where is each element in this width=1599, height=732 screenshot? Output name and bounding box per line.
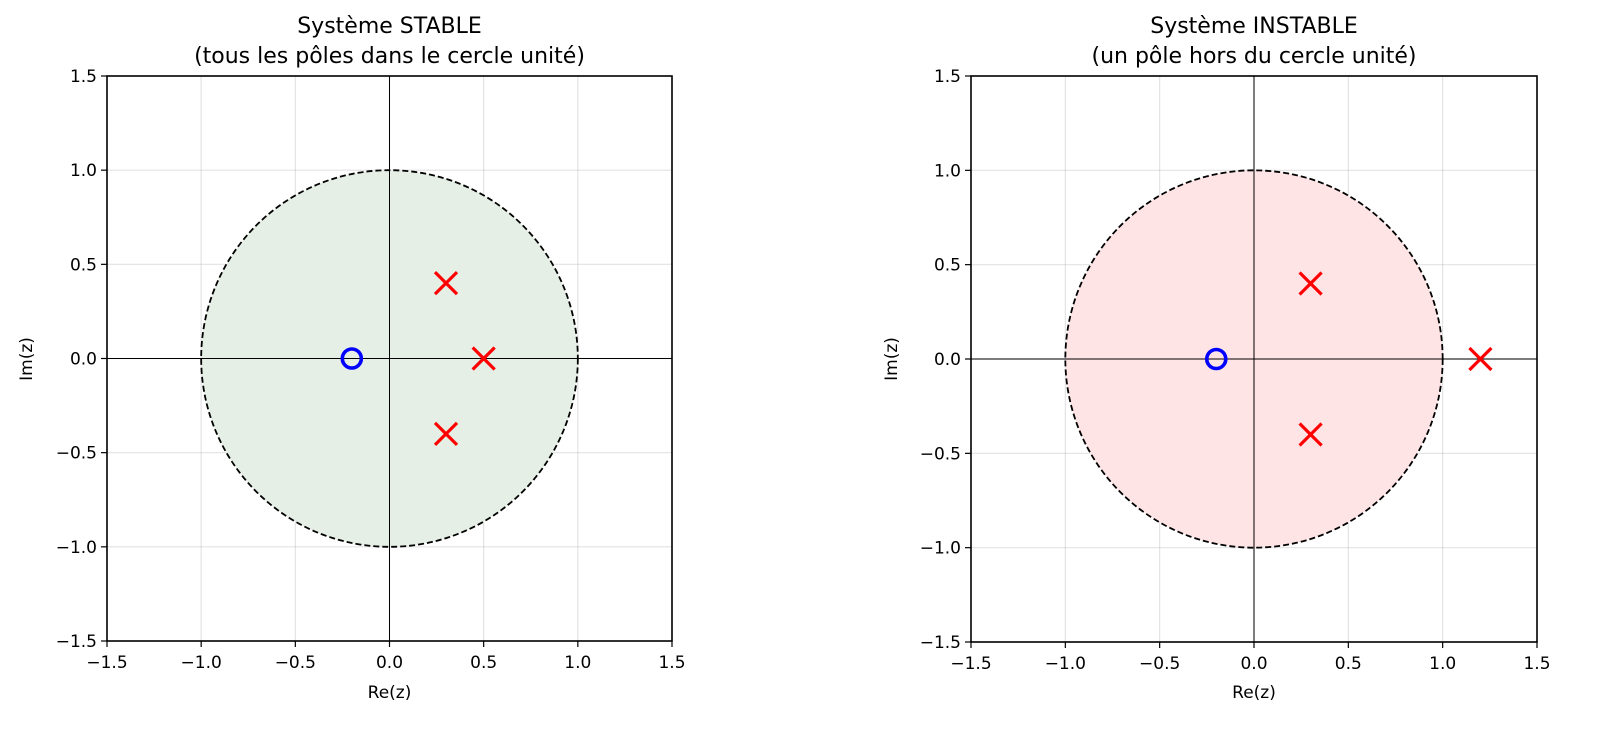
x-tick-label: 1.0 bbox=[564, 653, 591, 673]
unit-circle-outline bbox=[1064, 169, 1444, 549]
zero-marker bbox=[340, 347, 364, 370]
zero-marker bbox=[1204, 347, 1228, 371]
x-tick-label: 0.5 bbox=[1335, 654, 1362, 674]
x-tick-label: 1.5 bbox=[1523, 654, 1550, 674]
y-tick-label: −1.0 bbox=[56, 538, 97, 558]
chart-title-line1: Système STABLE bbox=[297, 14, 482, 39]
pole-stroke bbox=[1298, 422, 1323, 447]
chart-title-line2: (un pôle hors du cercle unité) bbox=[1091, 44, 1416, 69]
chart-title-line2: (tous les pôles dans le cercle unité) bbox=[194, 44, 585, 69]
x-tick-label: −1.5 bbox=[950, 654, 991, 674]
y-tick-label: 1.0 bbox=[70, 161, 97, 181]
x-tick-label: −0.5 bbox=[1139, 654, 1180, 674]
pole-stroke bbox=[433, 421, 459, 446]
y-tick-label: −0.5 bbox=[920, 444, 961, 464]
y-tick-label: −1.5 bbox=[920, 633, 961, 653]
x-tick-label: 1.0 bbox=[1429, 654, 1456, 674]
x-tick-label: −0.5 bbox=[275, 653, 316, 673]
x-axis-label: Re(z) bbox=[1232, 683, 1276, 703]
pole-marker bbox=[1298, 422, 1323, 447]
pole-stroke bbox=[1468, 346, 1493, 372]
pole-marker bbox=[433, 271, 459, 296]
pole-stroke bbox=[471, 346, 496, 371]
y-axis-label: Im(z) bbox=[17, 337, 37, 381]
y-tick-label: −1.0 bbox=[920, 539, 961, 559]
x-tick-label: 0.0 bbox=[1240, 654, 1267, 674]
y-axis-label: Im(z) bbox=[882, 337, 902, 381]
plot-area: −1.5−1.5 −1.0 −1.0 −0.5 −0.5 0.0 0.0 0.5 0.5 1.0 1… bbox=[920, 67, 1551, 674]
pole-stroke bbox=[1298, 271, 1323, 296]
x-tick-label: 0.5 bbox=[470, 653, 497, 673]
y-tick-label: 0.5 bbox=[70, 255, 97, 275]
plot-area: −1.5−1.5 −1.0 −1.0 −0.5 −0.5 0.0 0.0 0.5 0.5 1.0 1… bbox=[56, 67, 686, 673]
unit-circle-outline bbox=[200, 169, 579, 548]
chart-instable: Système INSTABLE (un pôle hors du cercle… bbox=[882, 14, 1551, 703]
pole-marker bbox=[471, 346, 496, 371]
y-tick-label: 1.5 bbox=[70, 67, 97, 87]
x-tick-label: −1.0 bbox=[1045, 654, 1086, 674]
pole-marker bbox=[433, 421, 459, 446]
y-tick-label: −0.5 bbox=[56, 444, 97, 464]
y-tick-label: 0.0 bbox=[934, 350, 961, 370]
y-tick-label: −1.5 bbox=[56, 632, 97, 652]
y-tick-label: 1.5 bbox=[934, 67, 961, 87]
x-tick-label: 0.0 bbox=[376, 653, 403, 673]
y-tick-label: 1.0 bbox=[934, 161, 961, 181]
y-tick-label: 0.0 bbox=[70, 350, 97, 370]
x-tick-label: −1.5 bbox=[86, 653, 127, 673]
x-axis-label: Re(z) bbox=[368, 683, 412, 703]
x-tick-label: −1.0 bbox=[181, 653, 222, 673]
y-tick-label: 0.5 bbox=[934, 256, 961, 276]
pole-stroke bbox=[433, 271, 459, 296]
pole-marker bbox=[1298, 271, 1323, 296]
x-tick-label: 1.5 bbox=[658, 653, 685, 673]
chart-stable: Système STABLE (tous les pôles dans le c… bbox=[17, 14, 686, 703]
chart-title-line1: Système INSTABLE bbox=[1150, 14, 1358, 39]
pole-marker bbox=[1468, 346, 1493, 372]
